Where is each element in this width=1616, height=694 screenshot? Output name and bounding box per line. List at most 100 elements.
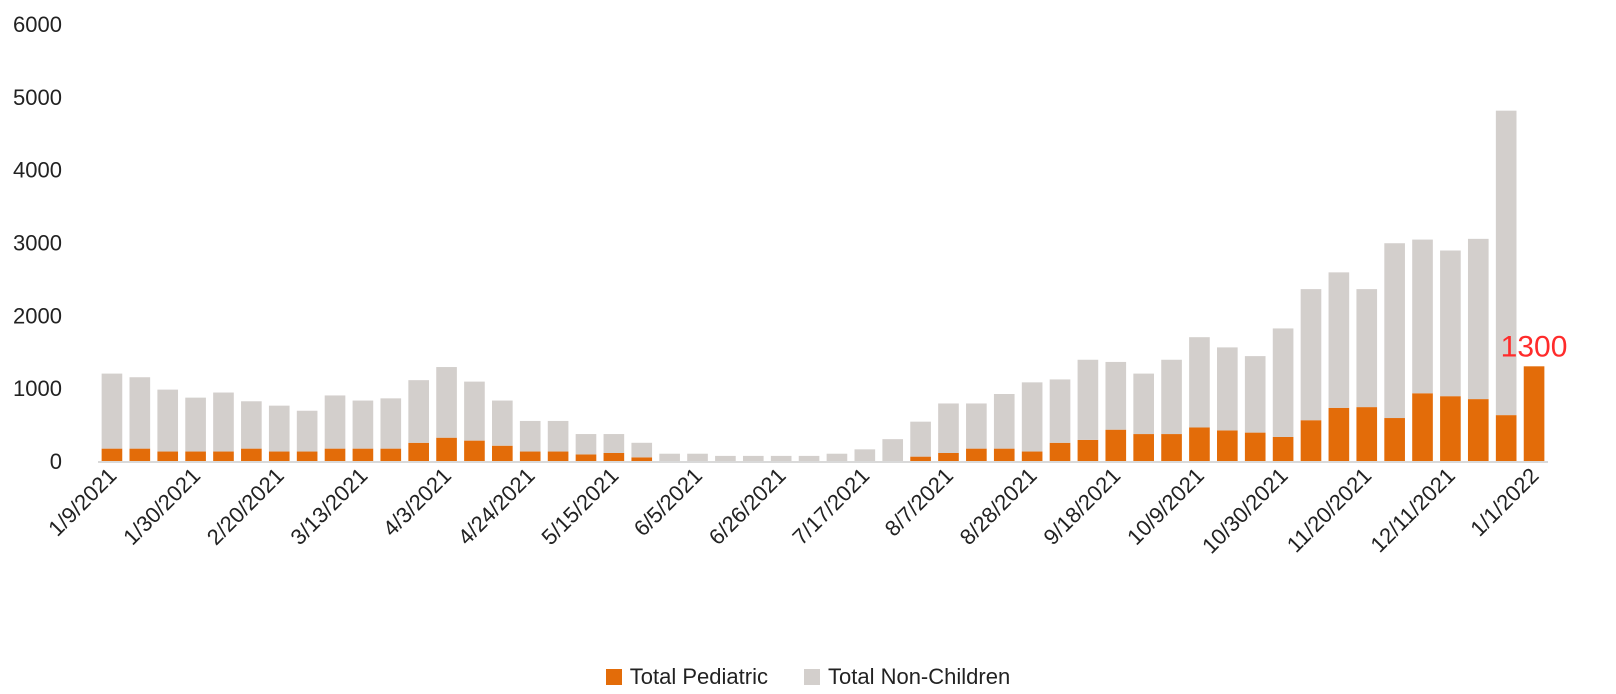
bar-pediatric <box>296 451 318 461</box>
y-tick-label: 0 <box>50 449 62 474</box>
x-tick-label: 6/26/2021 <box>704 463 791 550</box>
bar-non-children <box>1049 379 1071 443</box>
x-tick-label: 10/9/2021 <box>1122 463 1209 550</box>
y-tick-label: 5000 <box>13 85 62 110</box>
bar-non-children <box>1384 243 1405 419</box>
stacked-bar-chart: 0 1000 2000 3000 4000 5000 6000 1/9/20211/30/2… <box>13 12 1568 559</box>
bar-pediatric <box>380 448 402 461</box>
x-tick-label: 1/30/2021 <box>118 463 205 550</box>
bar-non-children <box>938 403 959 453</box>
bar-pediatric <box>1523 366 1545 461</box>
y-axis: 0 1000 2000 3000 4000 5000 6000 <box>13 12 62 474</box>
bar-pediatric <box>1217 430 1238 461</box>
bar-non-children <box>715 455 736 461</box>
bar-pediatric <box>519 451 541 461</box>
x-tick-label: 8/28/2021 <box>955 463 1042 550</box>
bar-non-children <box>1356 289 1378 408</box>
bar-pediatric <box>185 451 206 461</box>
bar-non-children <box>101 373 123 449</box>
bar-non-children <box>1412 239 1433 394</box>
x-tick-label: 10/30/2021 <box>1197 463 1293 559</box>
y-tick-label: 3000 <box>13 231 62 256</box>
bar-pediatric <box>1189 427 1210 461</box>
x-tick-label: 2/20/2021 <box>202 463 289 550</box>
bar-non-children <box>1328 272 1350 408</box>
bar-non-children <box>408 380 429 443</box>
bar-pediatric <box>1467 399 1489 461</box>
bar-non-children <box>1161 359 1182 435</box>
bar-non-children <box>1244 356 1266 433</box>
bar-pediatric <box>436 437 457 461</box>
bar-pediatric <box>603 452 625 461</box>
bar-pediatric <box>1077 439 1099 461</box>
bar-pediatric <box>352 448 374 461</box>
bar-non-children <box>1105 361 1127 430</box>
bar-pediatric <box>1244 432 1266 461</box>
bar-non-children <box>798 455 820 461</box>
x-tick-label: 4/24/2021 <box>453 463 540 550</box>
bar-non-children <box>603 434 625 453</box>
bar-non-children <box>1021 382 1043 452</box>
bar-non-children <box>519 420 541 452</box>
bar-pediatric <box>324 448 346 461</box>
bar-non-children <box>185 397 206 452</box>
bar-non-children <box>129 377 151 449</box>
bar-non-children <box>826 453 848 461</box>
bar-non-children <box>352 400 374 449</box>
bar-non-children <box>1189 337 1210 428</box>
bar-non-children <box>1077 359 1099 440</box>
legend-label-non-children: Total Non-Children <box>827 664 1011 689</box>
bar-pediatric <box>1021 451 1043 461</box>
bar-non-children <box>547 420 569 452</box>
legend-label-pediatric: Total Pediatric <box>629 664 768 689</box>
y-tick-label: 4000 <box>13 158 62 183</box>
bar-non-children <box>1133 373 1154 435</box>
bar-pediatric <box>1049 442 1071 461</box>
bar-pediatric <box>1272 436 1294 461</box>
bar-non-children <box>910 421 931 457</box>
bar-pediatric <box>1300 420 1322 461</box>
bar-pediatric <box>268 451 290 461</box>
bar-non-children <box>436 367 457 438</box>
peak-annotation: 1300 <box>1501 330 1568 363</box>
bar-non-children <box>993 393 1015 449</box>
bar-pediatric <box>631 457 653 461</box>
legend-swatch-non-children <box>803 669 820 685</box>
bar-pediatric <box>408 442 429 461</box>
bar-non-children <box>1440 250 1461 397</box>
bar-pediatric <box>1105 429 1127 461</box>
bar-pediatric <box>910 456 931 461</box>
bar-non-children <box>854 449 876 461</box>
bar-non-children <box>268 405 290 452</box>
bar-pediatric <box>547 451 569 461</box>
bar-pediatric <box>1356 407 1378 461</box>
bar-non-children <box>575 434 597 455</box>
bar-pediatric <box>1440 396 1461 461</box>
bar-pediatric <box>993 448 1015 461</box>
bar-pediatric <box>1133 434 1154 461</box>
bar-non-children <box>296 410 318 452</box>
bar-non-children <box>380 398 402 449</box>
x-tick-label: 3/13/2021 <box>286 463 373 550</box>
x-tick-label: 9/18/2021 <box>1038 463 1125 550</box>
x-tick-label: 1/9/2021 <box>43 463 121 541</box>
bar-non-children <box>966 403 987 449</box>
bar-non-children <box>492 400 513 446</box>
bar-pediatric <box>129 448 151 461</box>
bar-non-children <box>1272 328 1294 437</box>
legend-item-pediatric: Total Pediatric <box>605 664 768 690</box>
bar-non-children <box>631 442 653 458</box>
bar-non-children <box>241 401 262 449</box>
bar-non-children <box>1467 238 1489 400</box>
bar-non-children <box>213 392 234 452</box>
bar-non-children <box>1217 347 1238 431</box>
legend-swatch-pediatric <box>605 669 622 685</box>
bar-pediatric <box>575 454 597 461</box>
bar-non-children <box>742 455 764 461</box>
bar-pediatric <box>1495 415 1517 461</box>
bar-pediatric <box>966 448 987 461</box>
y-tick-label: 6000 <box>13 12 62 37</box>
y-tick-label: 1000 <box>13 376 62 401</box>
bar-non-children <box>324 395 346 449</box>
